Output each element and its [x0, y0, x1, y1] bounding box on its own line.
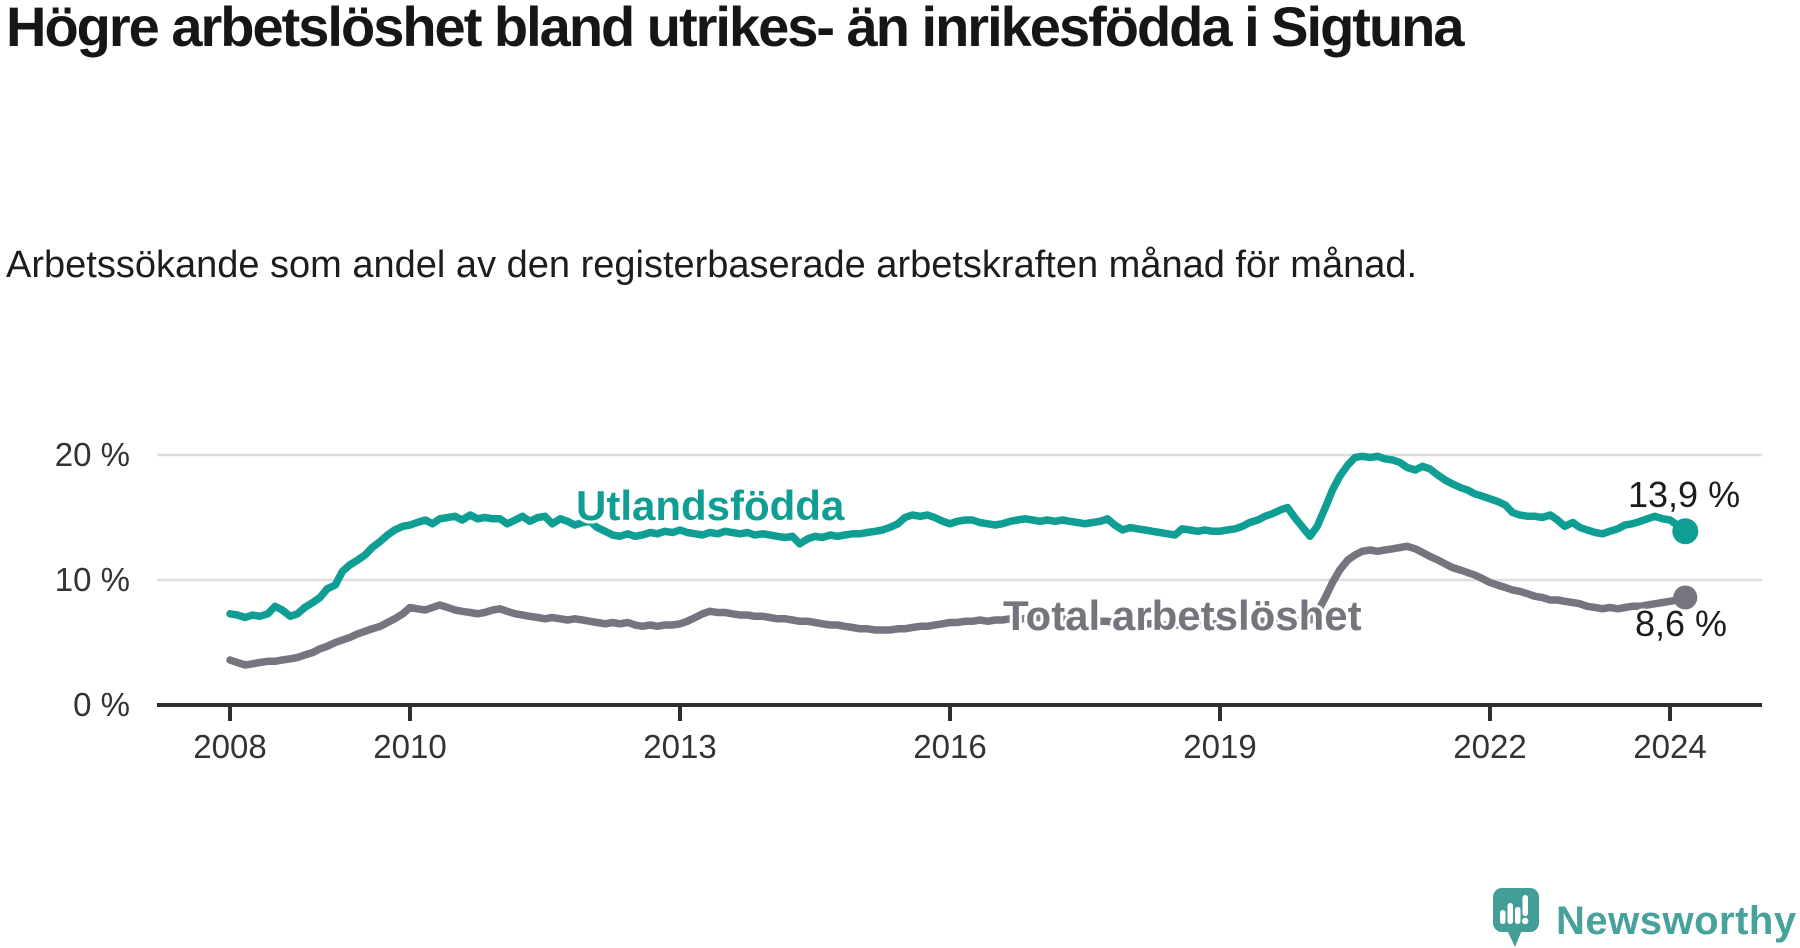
- x-tick-label: 2022: [1453, 728, 1527, 765]
- series-line-total-arbetsloshet: [226, 542, 1690, 669]
- page-subtitle: Arbetssökande som andel av den registerb…: [6, 244, 1418, 286]
- end-value-utlandsfodda: 13,9 %: [1628, 474, 1741, 515]
- series-line-utlandsfodda: [226, 452, 1690, 622]
- x-tick-label: 2010: [373, 728, 447, 765]
- x-tick-label: 2024: [1633, 728, 1707, 765]
- newsworthy-logo-text: Newsworthy: [1556, 899, 1797, 943]
- end-dot-utlandsfodda: [1672, 518, 1699, 545]
- newsworthy-logo-icon: [1493, 888, 1539, 947]
- page-title: Högre arbetslöshet bland utrikes- än inr…: [6, 0, 1465, 58]
- end-value-total-arbetsloshet: 8,6 %: [1635, 603, 1728, 644]
- series-label-utlandsfodda: Utlandsfödda: [576, 482, 845, 529]
- end-dot-total-arbetsloshet: [1673, 585, 1698, 610]
- y-tick-label: 0 %: [73, 686, 130, 723]
- y-tick-label: 10 %: [54, 561, 130, 598]
- y-tick-label: 20 %: [54, 436, 130, 473]
- x-tick-label: 2013: [643, 728, 717, 765]
- newsworthy-logo: Newsworthy: [1491, 886, 1800, 948]
- series-label-total-arbetsloshet: Total arbetslöshet: [1003, 592, 1362, 639]
- x-tick-label: 2008: [193, 728, 267, 765]
- x-tick-label: 2019: [1183, 728, 1257, 765]
- x-tick-label: 2016: [913, 728, 987, 765]
